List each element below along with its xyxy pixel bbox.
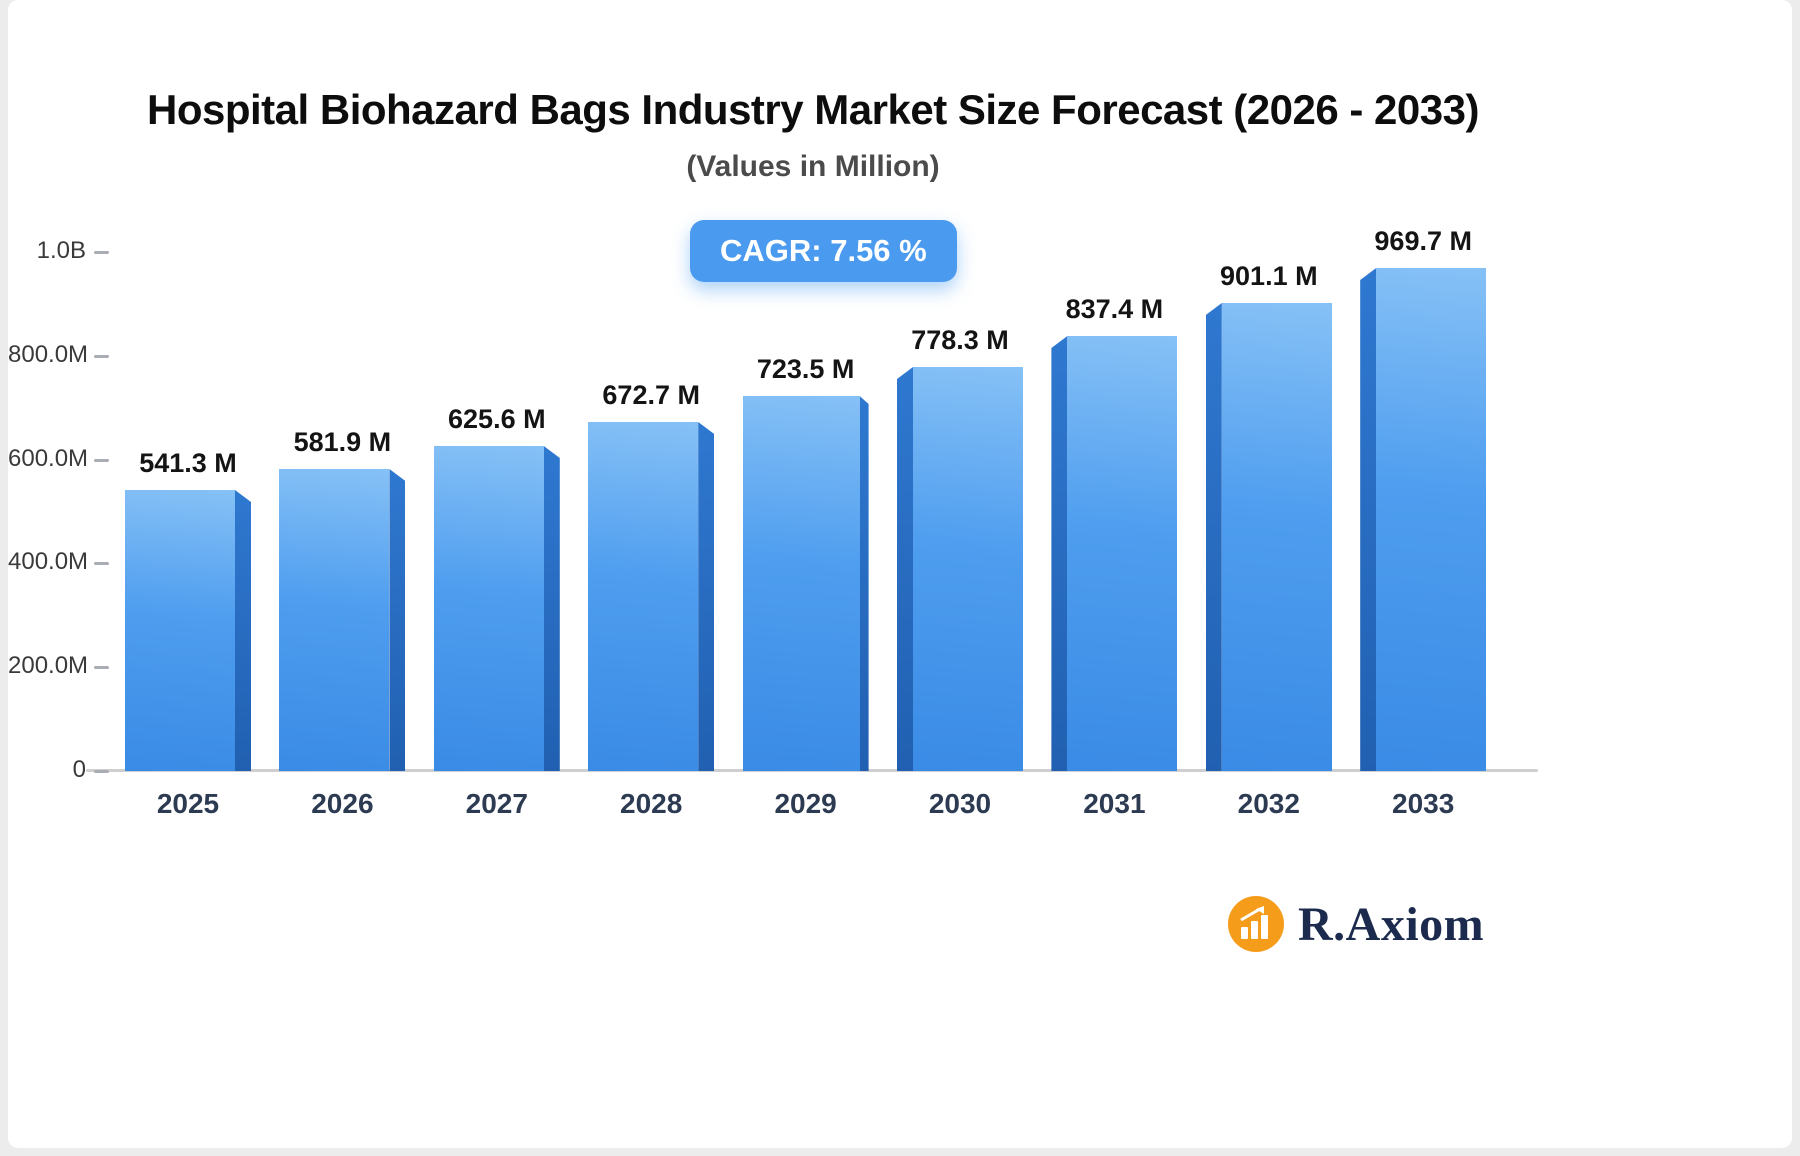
bar-side-face	[543, 446, 560, 771]
bar	[913, 367, 1023, 771]
x-tick-label-2031: 2031	[1083, 788, 1146, 819]
bar-value-label: 837.4 M	[1065, 294, 1164, 324]
bar	[279, 469, 390, 771]
x-tick-label-2027: 2027	[465, 788, 528, 819]
x-tick-label-2026: 2026	[311, 788, 374, 819]
y-tick-label: 600.0M	[8, 444, 89, 472]
bar-side-face	[1051, 336, 1068, 771]
bar	[742, 396, 860, 771]
bar-group-2033	[1360, 268, 1487, 771]
y-tick-label: 1.0B	[36, 237, 86, 264]
chart-subtitle: (Values in Million)	[686, 150, 940, 183]
bar	[433, 446, 544, 771]
cagr-badge: CAGR: 7.56 %	[690, 220, 957, 282]
x-tick-label-2028: 2028	[620, 788, 683, 819]
bar-side-face	[859, 396, 869, 771]
brand-logo: R.Axiom	[1226, 894, 1484, 954]
bar-side-face	[698, 422, 715, 771]
chart-title: Hospital Biohazard Bags Industry Market …	[147, 86, 1479, 133]
x-tick-label-2029: 2029	[774, 788, 837, 819]
bar-value-label: 778.3 M	[911, 325, 1009, 355]
bar-value-label: 672.7 M	[602, 380, 700, 410]
bar-value-label: 541.3 M	[139, 448, 237, 478]
chart-card: Hospital Biohazard Bags Industry Market …	[8, 0, 1792, 1148]
y-tick-mark	[94, 354, 109, 358]
y-tick-mark	[94, 562, 109, 566]
bar-value-label: 969.7 M	[1374, 226, 1472, 256]
bar	[125, 490, 235, 771]
bar-side-face	[897, 367, 913, 771]
bar-group-2027	[433, 446, 560, 771]
bar-chart-growth-icon	[1226, 894, 1286, 954]
y-tick-mark	[94, 458, 109, 462]
x-tick-label-2033: 2033	[1392, 788, 1455, 819]
x-tick-label-2032: 2032	[1237, 788, 1300, 819]
bar-group-2025	[125, 490, 251, 771]
bar	[1376, 268, 1487, 771]
bar-value-label: 723.5 M	[756, 354, 855, 384]
bar-group-2030	[897, 367, 1023, 771]
y-tick-label: 0	[72, 756, 86, 783]
bar-group-2028	[588, 422, 715, 771]
y-tick-label: 400.0M	[8, 548, 89, 576]
y-tick-label: 200.0M	[8, 652, 89, 680]
bar-group-2026	[279, 469, 406, 771]
chart-header: Hospital Biohazard Bags Industry Market …	[8, 86, 1618, 184]
y-tick-mark	[94, 666, 109, 670]
x-tick-label-2025: 2025	[156, 788, 220, 819]
bar	[588, 422, 699, 771]
bar-side-face	[235, 490, 251, 771]
bar-value-label: 625.6 M	[448, 404, 546, 434]
bar-side-face	[1205, 303, 1222, 771]
bar-side-face	[1360, 268, 1377, 771]
bar-side-face	[389, 469, 406, 771]
brand-name: R.Axiom	[1298, 897, 1485, 951]
bar	[1067, 336, 1178, 771]
y-tick-mark	[94, 770, 109, 773]
bar-group-2031	[1051, 336, 1178, 771]
y-tick-label: 800.0M	[8, 340, 89, 368]
bar-group-2029	[742, 396, 869, 771]
x-tick-label-2030: 2030	[928, 788, 992, 819]
y-tick-mark	[94, 251, 109, 254]
bar-value-label: 581.9 M	[293, 427, 392, 457]
bar	[1221, 303, 1332, 771]
bar-value-label: 901.1 M	[1220, 261, 1318, 291]
bar-group-2032	[1205, 303, 1332, 771]
plot-area: 0 200.0M 400.0M 600.0M 800.0M 1.0B 541.3 M 2025…	[8, 0, 1792, 1148]
